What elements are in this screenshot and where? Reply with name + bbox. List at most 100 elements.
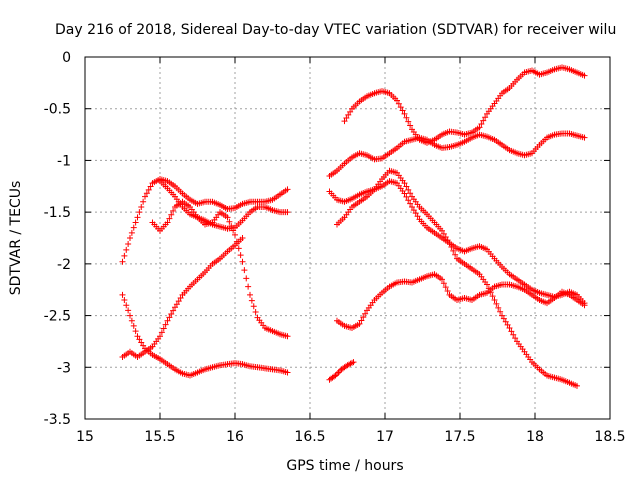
series-track-g [341,64,588,146]
data-point [410,207,417,214]
data-point [247,291,253,298]
data-point [239,235,246,241]
data-point [224,214,231,221]
data-point [476,124,483,131]
x-tick-label: 16 [226,429,244,445]
data-point [130,224,137,231]
data-point [405,197,412,204]
data-point [138,203,145,210]
series-track-e [149,198,291,340]
series-track-a [119,176,291,265]
data-point [356,320,363,327]
data-point [157,333,163,340]
data-point [248,297,255,304]
data-point [442,233,449,240]
data-point [136,209,143,216]
y-tick-label: -3.5 [44,412,71,428]
data-point [403,114,410,121]
data-point [173,301,180,308]
series-track-h [326,178,588,307]
data-point [138,339,145,346]
y-tick-label: -2 [57,257,71,273]
data-point [500,315,507,322]
series-track-b [157,178,291,232]
data-point [175,298,182,305]
data-point [166,215,173,222]
x-tick-label: 15.5 [144,429,175,445]
data-point [177,294,184,301]
data-point [397,104,404,111]
data-point [158,329,165,336]
data-point [478,120,485,127]
data-point [439,227,445,234]
data-point [450,247,457,254]
data-point [409,203,415,210]
data-point [252,308,259,315]
data-point [407,122,414,129]
data-point [362,310,369,317]
data-point [345,111,352,118]
data-point [140,342,147,349]
data-point [121,297,128,304]
data-point [123,302,130,309]
y-tick-label: -2.5 [44,309,71,325]
y-tick-label: -3 [57,360,71,376]
data-point [250,303,257,310]
x-tick-label: 17 [376,429,394,445]
data-point [121,252,128,259]
data-point [123,246,130,253]
data-point [407,200,414,207]
x-tick-label: 18.5 [594,429,625,445]
data-point [164,317,171,324]
axis-ticks: 15 15.5 16 16.5 17 17.5 18 18.5 0 -0.5 -1 -1.5 -2 -2.… [44,50,626,445]
data-point [168,311,175,318]
data-point [140,198,147,205]
data-point [284,369,291,376]
data-point [444,288,451,295]
data-point [284,333,291,340]
data-point [440,230,447,237]
data-point [506,324,513,331]
data-point [512,335,519,342]
data-point [170,307,177,314]
x-tick-label: 16.5 [294,429,325,445]
y-tick-label: -1.5 [44,205,71,221]
data-point [343,115,350,122]
plot-frame [84,56,611,420]
data-point [399,107,406,114]
data-point [239,258,246,265]
y-tick-label: -0.5 [44,102,71,118]
series-track-d [119,235,246,360]
data-point [401,180,408,187]
data-marks [119,64,588,389]
data-point [347,108,354,115]
data-point [241,267,248,274]
data-point [145,186,152,193]
data-point [119,291,126,298]
data-point [502,318,509,325]
data-point [574,382,580,389]
series-track-i [334,167,580,389]
data-point [132,328,139,335]
data-point [245,283,252,290]
data-point [230,227,237,234]
data-point [284,209,291,216]
data-point [448,244,455,251]
data-point [395,100,402,107]
data-point [142,193,148,200]
data-point [128,229,135,236]
data-point [233,238,240,245]
data-point [446,240,453,247]
data-point [442,284,449,291]
data-point [335,369,342,376]
data-point [232,231,238,238]
data-point [401,190,408,197]
data-point [134,214,141,221]
data-point [235,245,242,252]
data-point [491,297,498,304]
data-point [284,186,291,193]
data-point [581,134,588,141]
data-point [414,213,421,220]
data-point [162,321,169,328]
